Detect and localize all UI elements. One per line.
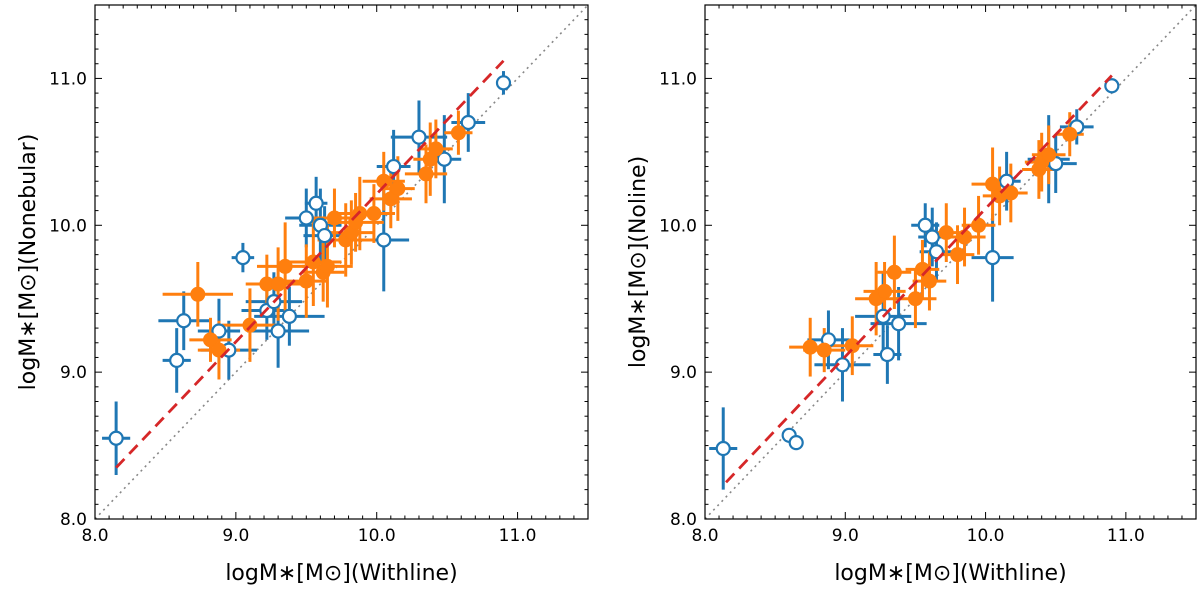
one-to-one-line	[705, 5, 1196, 519]
filled-circle-marker	[877, 283, 893, 299]
open-circle-marker	[411, 129, 427, 145]
open-circle-marker	[917, 217, 933, 233]
open-circle-marker	[788, 435, 804, 451]
filled-circle-marker	[418, 166, 434, 182]
open-circle-marker	[211, 323, 227, 339]
x-tick-label: 11.0	[499, 526, 537, 546]
x-tick-label: 9.0	[832, 526, 859, 546]
y-tick-label: 8.0	[670, 510, 697, 530]
filled-circle-marker	[907, 291, 923, 307]
filled-circle-marker	[383, 191, 399, 207]
open-circle-marker	[879, 346, 895, 363]
filled-circle-marker	[203, 332, 219, 348]
open-circle-marker	[436, 151, 452, 167]
y-tick-label: 8.0	[60, 510, 87, 530]
y-tick-label: 9.0	[60, 363, 87, 383]
filled-circle-marker	[298, 273, 314, 289]
open-circle-marker	[386, 158, 402, 175]
filled-circle-marker	[450, 125, 466, 141]
filled-circle-marker	[921, 273, 937, 289]
y-tick-label: 10.0	[49, 216, 87, 236]
x-axis-label: logM∗[M⊙](Withline)	[834, 561, 1066, 586]
x-tick-label: 9.0	[222, 526, 249, 546]
filled-circle-marker	[428, 141, 444, 157]
open-circle-marker	[108, 430, 124, 446]
open-circle-marker	[495, 75, 512, 91]
x-tick-label: 8.0	[691, 526, 718, 546]
x-tick-label: 11.0	[1107, 526, 1145, 546]
axes-frame	[94, 4, 589, 520]
filled-circle-marker	[190, 286, 206, 302]
open-circle-marker	[235, 249, 251, 266]
open-circle-marker	[308, 195, 324, 211]
filled-circle-marker	[950, 247, 966, 263]
open-circle-marker	[281, 308, 297, 324]
panel-left: 8.0 9.0 10.0 11.0 8.0 9.0 10.0 11.0 logM∗[M⊙](Wi…	[16, 4, 589, 586]
open-circle-marker	[176, 313, 192, 329]
filled-circle-marker	[1062, 126, 1078, 142]
open-circle-marker	[376, 232, 392, 248]
y-tick-label: 11.0	[49, 69, 87, 89]
open-circle-marker	[169, 352, 185, 368]
axes-frame	[704, 4, 1197, 520]
filled-circle-marker	[1003, 185, 1019, 201]
filled-circle-marker	[270, 276, 286, 292]
x-tick-label: 10.0	[967, 526, 1005, 546]
open-circle-marker	[924, 229, 940, 245]
open-circle-marker	[270, 323, 286, 339]
filled-circle-marker	[802, 339, 818, 355]
filled-circle-marker	[390, 181, 406, 197]
y-tick-label: 9.0	[670, 363, 697, 383]
x-axis-label: logM∗[M⊙](Withline)	[225, 561, 457, 586]
filled-circle-marker	[938, 225, 954, 241]
filled-circle-marker	[1041, 147, 1057, 163]
open-circle-marker	[460, 114, 476, 131]
filled-circle-marker	[985, 176, 1001, 192]
filled-circle-marker	[971, 217, 987, 233]
filled-circle-marker	[816, 342, 832, 358]
y-axis-label: logM∗[M⊙](Noline)	[626, 156, 651, 368]
y-axis-label: logM∗[M⊙](Nonebular)	[16, 134, 41, 391]
filled-circle-marker	[211, 342, 227, 358]
open-circle-marker	[890, 316, 907, 332]
plot-area	[95, 5, 588, 519]
open-circle-marker	[984, 249, 1001, 266]
open-circle-marker	[715, 440, 731, 457]
filled-circle-marker	[844, 338, 860, 354]
filled-circle-marker	[277, 258, 293, 274]
open-circle-marker	[1104, 78, 1120, 94]
y-tick-label: 11.0	[659, 69, 697, 89]
open-circle-marker	[298, 210, 314, 226]
open-circle-marker	[316, 227, 333, 244]
plot-area	[705, 5, 1196, 519]
filled-circle-marker	[366, 206, 382, 222]
x-tick-label: 8.0	[81, 526, 108, 546]
filled-circle-marker	[886, 264, 902, 280]
x-tick-label: 10.0	[358, 526, 396, 546]
y-tick-label: 10.0	[659, 216, 697, 236]
filled-circle-marker	[326, 210, 342, 226]
panel-right: 8.0 9.0 10.0 11.0 8.0 9.0 10.0 11.0 logM∗[M⊙](Wi…	[626, 4, 1197, 586]
filled-circle-marker	[319, 258, 335, 274]
fit-line	[725, 74, 1113, 484]
